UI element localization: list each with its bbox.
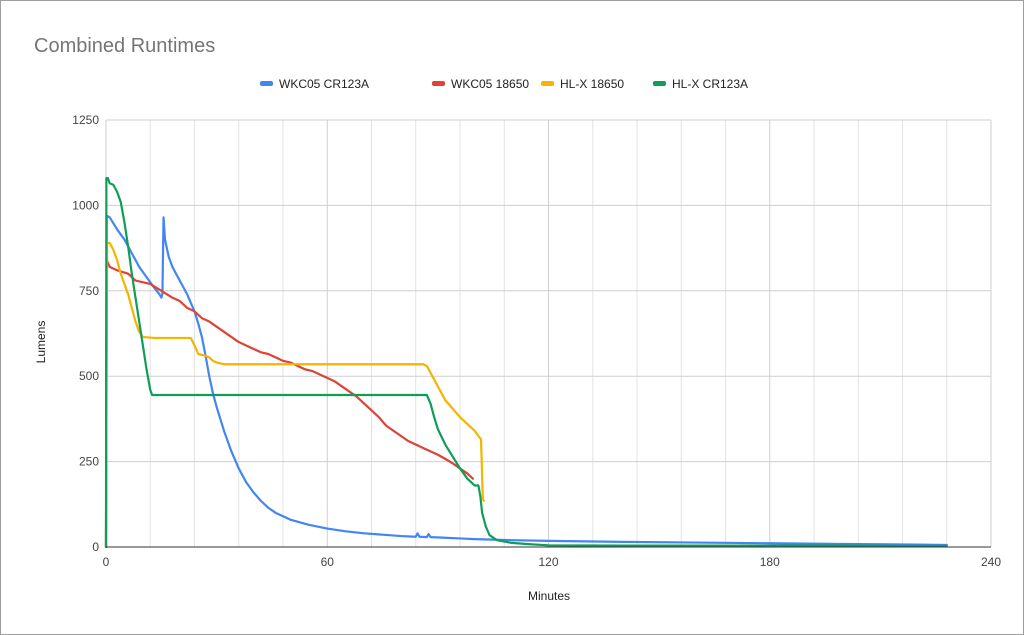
y-tick-label: 1250 [72, 113, 99, 127]
legend-item: HL-X 18650 [541, 77, 624, 91]
x-tick-label: 120 [538, 555, 558, 569]
legend-swatch [541, 81, 554, 86]
y-tick-label: 0 [92, 540, 99, 554]
x-tick-label: 0 [103, 555, 110, 569]
legend-item: WKC05 18650 [432, 77, 529, 91]
series-line-wkc05-18650 [104, 258, 475, 549]
legend-item: HL-X CR123A [653, 77, 748, 91]
legend-label: WKC05 18650 [451, 77, 529, 91]
y-tick-label: 1000 [72, 198, 99, 212]
y-tick-label: 750 [79, 284, 99, 298]
legend-swatch [653, 81, 666, 86]
legend: WKC05 CR123A WKC05 18650 HL-X 18650 HL-X CR… [260, 77, 748, 91]
x-axis-title: Minutes [528, 589, 570, 603]
legend-swatch [260, 81, 273, 86]
x-tick-label: 60 [321, 555, 335, 569]
x-tick-label: 180 [760, 555, 780, 569]
axes: 0 250 500 750 1000 1250 0 60 120 180 240 [72, 113, 1001, 569]
chart-title: Combined Runtimes [34, 35, 215, 57]
legend-label: WKC05 CR123A [279, 77, 369, 91]
series-line-hl-x-cr123a [104, 176, 948, 549]
legend-swatch [432, 81, 445, 86]
gridlines [105, 119, 992, 548]
series-lines [104, 176, 948, 549]
legend-item: WKC05 CR123A [260, 77, 369, 91]
y-tick-label: 500 [79, 369, 99, 383]
y-axis-title: Lumens [34, 321, 48, 364]
legend-label: HL-X CR123A [672, 77, 748, 91]
y-tick-label: 250 [79, 455, 99, 469]
series-line-wkc05-cr123a [104, 214, 948, 549]
legend-label: HL-X 18650 [560, 77, 624, 91]
series-line-hl-x-18650 [104, 241, 486, 549]
x-tick-label: 240 [981, 555, 1001, 569]
